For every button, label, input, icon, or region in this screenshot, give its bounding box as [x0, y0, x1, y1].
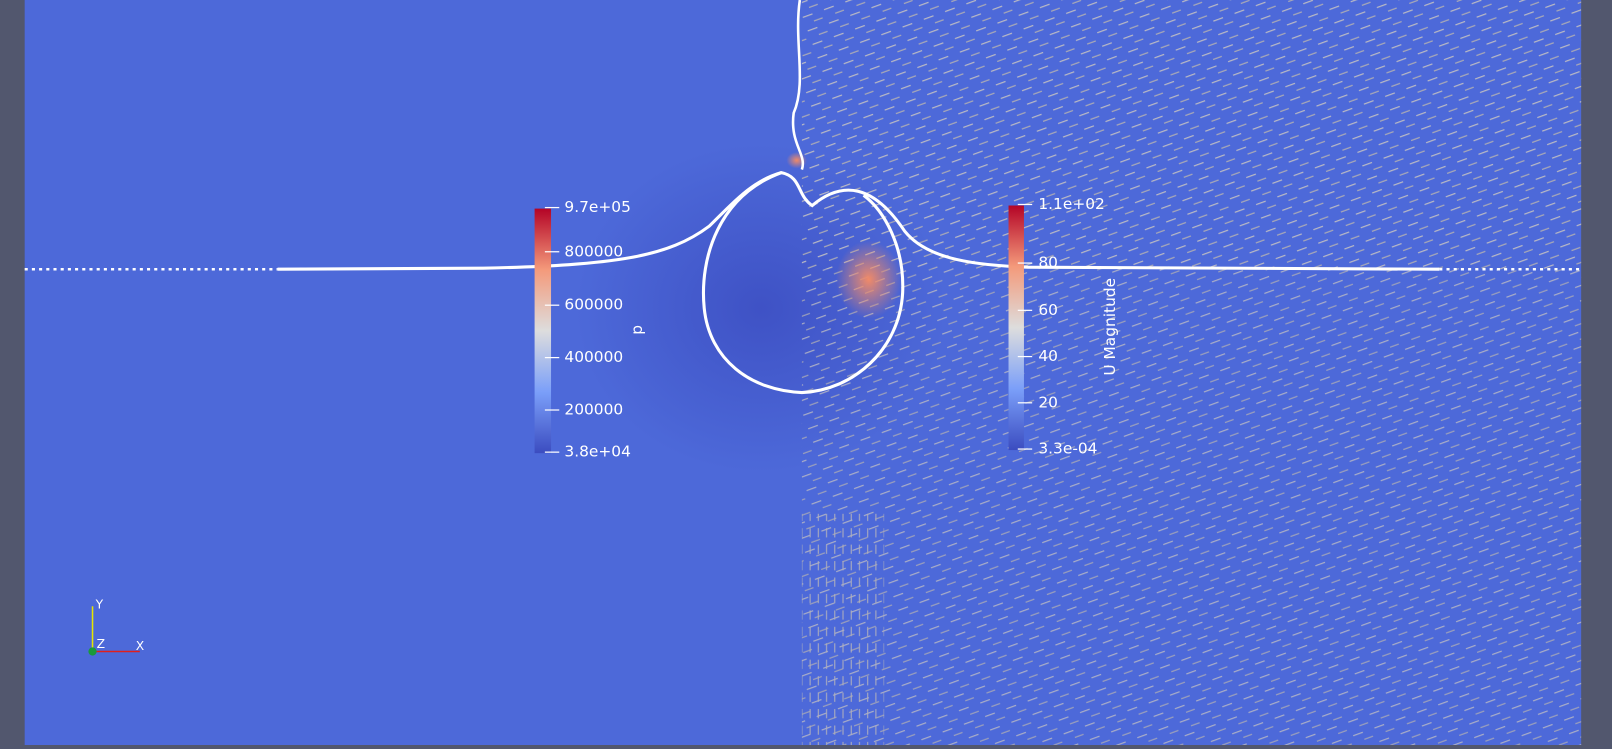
velocity-glyphs — [801, 0, 1582, 270]
colorbar-label: 3.8e+04 — [564, 443, 631, 461]
colorbar-label: 200000 — [564, 401, 623, 419]
axis-label: X — [136, 639, 145, 653]
colorbar-title: U Magnitude — [1101, 278, 1119, 376]
colorbar-label: 600000 — [564, 296, 623, 314]
colorbar-title: p — [628, 325, 646, 335]
colorbar-label: 9.7e+05 — [564, 198, 631, 216]
colorbar-label: 20 — [1038, 393, 1058, 411]
colorbar-label: 3.3e-04 — [1038, 440, 1097, 458]
axis-label: Z — [97, 637, 105, 651]
velocity-glyphs — [801, 513, 885, 745]
vortex — [835, 240, 902, 319]
colorbar-label: 40 — [1038, 347, 1058, 365]
u-colorbar — [1008, 205, 1024, 451]
colorbar-label: 80 — [1038, 254, 1058, 272]
bubble-outline — [701, 171, 905, 395]
velocity-glyphs — [801, 269, 1582, 745]
free-surface — [277, 171, 1440, 271]
z-axis-dot — [88, 647, 97, 656]
colorbar-label: 800000 — [564, 242, 623, 260]
colorbar-label: 1.1e+02 — [1038, 195, 1105, 213]
p-colorbar — [534, 208, 552, 454]
axis-label: Y — [95, 598, 104, 612]
colorbar-label: 60 — [1038, 301, 1058, 319]
colorbar-label: 400000 — [564, 348, 623, 366]
jet-outline — [791, 0, 805, 170]
